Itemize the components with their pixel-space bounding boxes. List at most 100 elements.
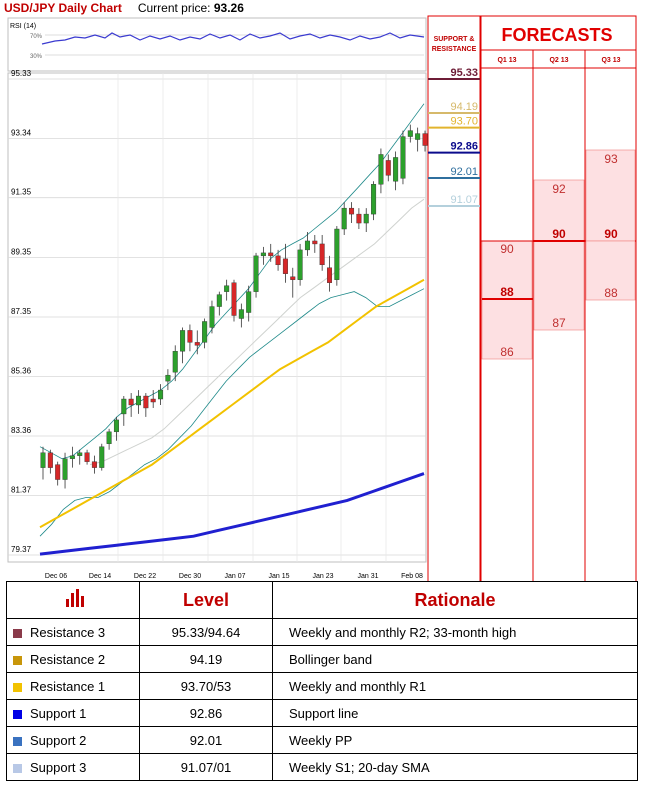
candle-body [128,398,134,406]
level-name-cell: Support 1 [6,699,140,727]
level-name: Resistance 1 [30,678,106,694]
table-header-row: Level Rationale [6,581,638,619]
y-tick-label: 79.37 [11,545,32,554]
sr-level-label: 95.33 [450,67,478,79]
level-value: 92.86 [139,699,273,727]
candle-body [172,351,178,373]
candle-body [143,395,149,409]
y-tick-label: 89.35 [11,247,32,256]
y-tick-label: 87.35 [11,307,32,316]
rsi-label: RSI (14) [10,23,36,30]
level-name: Support 3 [30,759,87,775]
levels-table-body: Resistance 3 95.33/94.64 Weekly and monthl… [6,618,638,781]
q2-low: 87 [552,316,566,330]
q1-high: 90 [500,242,514,256]
sma-yellow-line [39,278,425,529]
candle-body [268,252,274,257]
rsi-line [41,32,425,45]
plot-frame [7,72,427,563]
main-plot: 95.33 93.34 91.35 89.35 87.35 85.36 83.36 81.37… [7,69,428,580]
x-tick-label: Jan 31 [357,573,378,580]
y-tick-label: 85.36 [11,366,32,375]
candle-body [290,276,296,280]
candle-body [113,419,119,433]
x-tick-label: Jan 23 [312,573,333,580]
chart-title: USD/JPY Daily Chart [4,1,122,15]
x-tick-label: Dec 30 [179,573,201,580]
sr-level-label: 92.86 [450,141,478,153]
candle-body [55,464,61,480]
quarter-q1: Q1 13 [497,57,516,64]
x-tick-label: Dec 06 [45,573,67,580]
sr-level-label: 94.19 [450,101,478,113]
candle-body [91,461,97,468]
sr-column-frame [427,15,481,582]
table-row: Support 1 92.86 Support line [6,699,638,727]
table-header-icon-cell [6,581,140,619]
q2-high: 92 [552,182,566,196]
bar-chart-icon [66,588,84,607]
q1-lower-range [481,298,533,360]
rsi-panel: RSI (14) 70% 30% [7,17,427,72]
candle-body [385,160,391,176]
candle-body [187,330,193,343]
candle-body [312,240,318,245]
table-row: Support 2 92.01 Weekly PP [6,726,638,754]
current-price-value: 93.26 [213,1,244,15]
x-tick-label: Jan 15 [268,573,289,580]
rsi-frame [7,17,427,72]
candle-body [371,184,377,215]
q1-mid: 88 [500,285,514,299]
level-name: Resistance 2 [30,651,106,667]
bollinger-lower-line [39,288,425,537]
candle-body [334,228,340,280]
level-value: 94.19 [139,645,273,673]
candle-body [253,255,259,292]
level-color-swatch [13,763,22,773]
table-row: Support 3 91.07/01 Weekly S1; 20-day SMA [6,753,638,781]
rsi-level-30: 30% [30,54,43,60]
candle-body [341,207,347,230]
table-row: Resistance 1 93.70/53 Weekly and monthly R… [6,672,638,700]
level-name-cell: Support 2 [6,726,140,754]
x-tick-label: Jan 07 [224,573,245,580]
y-tick-label: 93.34 [11,128,32,137]
candle-body [393,157,399,182]
candle-body [84,452,90,462]
sr-label-line2: RESISTANCE [432,46,477,53]
candle-body [224,285,230,292]
level-color-swatch [13,736,22,746]
candle-body [297,249,303,280]
level-color-swatch [13,628,22,638]
candle-body [180,330,186,352]
candle-body [356,213,362,224]
level-name: Support 1 [30,705,87,721]
forecasts-title: FORECASTS [501,25,612,45]
candle-body [209,306,215,328]
level-name-cell: Resistance 1 [6,672,140,700]
x-tick-label: Dec 14 [89,573,111,580]
sr-levels-column: 95.33 94.19 93.70 92.86 92.01 91.07 SUPPORT &… [427,15,481,582]
level-name: Support 2 [30,732,87,748]
candle-body [121,398,127,415]
candle-body [216,294,222,307]
current-price-label: Current price: [137,1,211,15]
level-color-swatch [13,682,22,692]
level-value: 95.33/94.64 [139,618,273,646]
candle-body [62,458,68,480]
candle-body [400,136,406,179]
level-color-swatch [13,655,22,665]
candle-body [415,133,421,140]
candle-body [231,282,237,316]
candle-body [40,452,46,468]
table-row: Resistance 3 95.33/94.64 Weekly and monthl… [6,618,638,646]
q3-high: 93 [604,152,618,166]
q1-low: 86 [500,345,514,359]
level-rationale: Weekly S1; 20-day SMA [272,753,638,781]
candle-body [349,207,355,215]
level-rationale: Weekly and monthly R1 [272,672,638,700]
x-tick-label: Dec 22 [134,573,156,580]
sma20-line [89,198,425,466]
header-rationale: Rationale [272,581,638,619]
